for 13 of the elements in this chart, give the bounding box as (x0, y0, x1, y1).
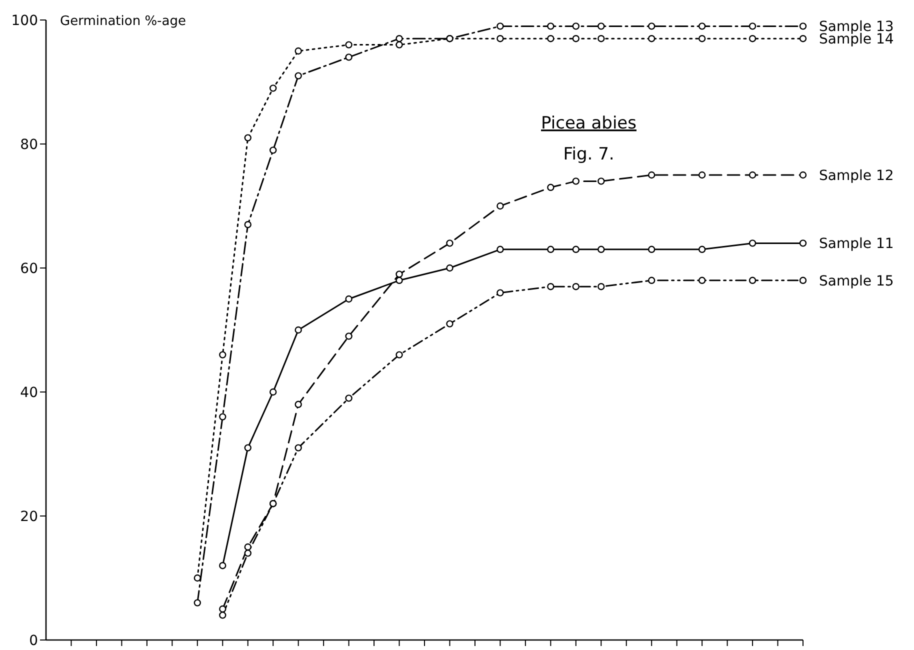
y-tick-label: 60 (20, 261, 38, 277)
y-tick-label: 20 (20, 509, 38, 525)
series-label: Sample 11 (819, 236, 894, 252)
y-tick-label: 100 (11, 13, 38, 29)
text: Picea abies (541, 114, 637, 134)
series-label: Sample 14 (819, 32, 894, 48)
series-label: Sample 15 (819, 273, 894, 290)
y-tick-label: 0 (29, 633, 38, 649)
text: Fig. 7. (563, 144, 614, 164)
series-label: Sample 12 (819, 168, 894, 184)
y-axis-title: Germination %-age (60, 14, 186, 29)
y-tick-label: 40 (20, 385, 38, 401)
y-tick-label: 80 (20, 137, 38, 153)
